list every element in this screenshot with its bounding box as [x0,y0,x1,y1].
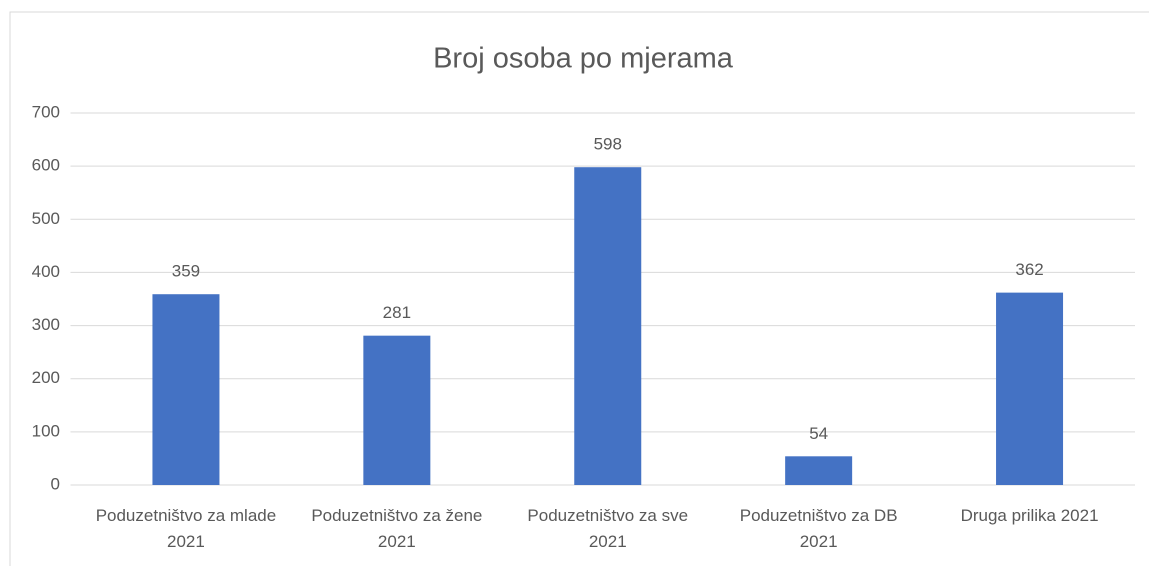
bar [363,335,431,485]
y-tick-label: 200 [32,368,60,387]
y-tick-label: 600 [32,156,60,175]
y-tick-label: 400 [32,262,60,281]
y-tick-label: 700 [32,102,60,121]
bar [996,292,1064,485]
x-tick-label: Poduzetništvo za žene 2021 [311,506,483,551]
x-tick-label: Druga prilika 2021 [960,506,1099,525]
bar [152,294,220,485]
bar [574,167,642,485]
y-tick-label: 100 [32,421,60,440]
data-label: 362 [1015,260,1043,279]
chart-frame [9,11,1149,566]
x-tick-label: Poduzetništvo za mlade 2021 [95,506,277,551]
data-label: 598 [594,135,622,154]
data-label: 359 [172,262,200,281]
bar [785,456,853,485]
x-tick-label: Poduzetništvo za sve 2021 [527,506,689,551]
y-tick-label: 300 [32,315,60,334]
y-tick-label: 500 [32,209,60,228]
chart-title: Broj osoba po mjerama [433,43,734,75]
data-label: 281 [383,303,411,322]
y-tick-label: 0 [51,474,60,493]
data-label: 54 [809,424,828,443]
x-tick-label: Poduzetništvo za DB 2021 [739,506,898,551]
